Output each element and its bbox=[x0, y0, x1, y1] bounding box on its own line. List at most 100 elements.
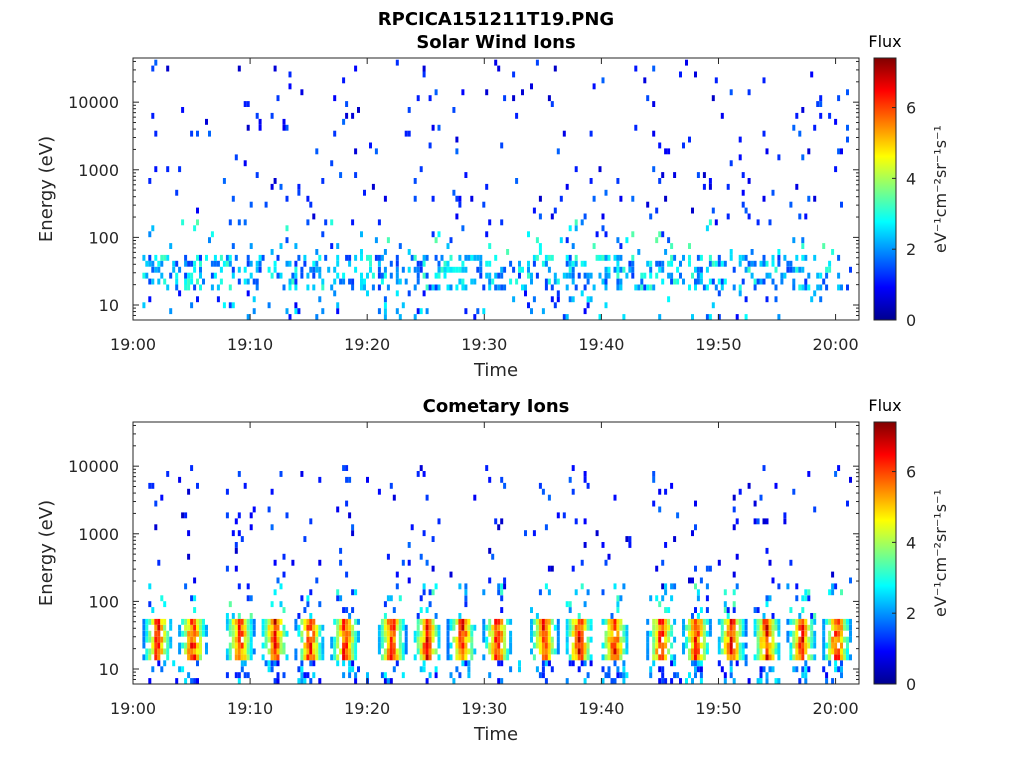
heatmap-cell bbox=[142, 636, 146, 643]
heatmap-cell bbox=[691, 654, 694, 661]
heatmap-cell bbox=[682, 648, 685, 655]
heatmap-cell bbox=[688, 254, 691, 261]
heatmap-cell bbox=[193, 636, 197, 643]
heatmap-cell bbox=[705, 225, 709, 232]
heatmap-cell bbox=[315, 654, 319, 661]
heatmap-cell bbox=[237, 672, 241, 679]
heatmap-cell bbox=[437, 654, 441, 661]
heatmap-cell bbox=[210, 231, 214, 238]
heatmap-cell bbox=[145, 260, 149, 267]
heatmap-cell bbox=[380, 672, 384, 679]
heatmap-cell bbox=[583, 624, 587, 631]
heatmap-cell bbox=[169, 636, 173, 643]
heatmap-cell bbox=[723, 630, 727, 637]
heatmap-cell bbox=[437, 266, 441, 273]
heatmap-cell bbox=[285, 225, 289, 232]
heatmap-cell bbox=[535, 272, 539, 279]
heatmap-cell bbox=[270, 601, 274, 608]
heatmap-cell bbox=[294, 272, 298, 279]
heatmap-cell bbox=[655, 630, 659, 637]
heatmap-cell bbox=[547, 624, 551, 631]
heatmap-cell bbox=[625, 642, 629, 649]
heatmap-cell bbox=[464, 595, 468, 602]
heatmap-cell bbox=[437, 630, 441, 637]
heatmap-cell bbox=[729, 648, 733, 655]
heatmap-cell bbox=[196, 630, 199, 637]
heatmap-cell bbox=[228, 630, 232, 637]
heatmap-cell bbox=[831, 642, 835, 649]
heatmap-cell bbox=[819, 112, 823, 119]
x-ticks: 19:00 19:10 19:20 19:30 19:40 19:50 20:00 bbox=[110, 58, 859, 354]
heatmap-cell bbox=[762, 624, 766, 631]
heatmap-cell bbox=[196, 618, 199, 625]
heatmap-cell bbox=[401, 559, 405, 566]
heatmap-cell bbox=[422, 624, 426, 631]
heatmap-cell bbox=[702, 654, 706, 661]
heatmap-cell bbox=[312, 648, 316, 655]
heatmap-cell bbox=[163, 618, 167, 625]
heatmap-cell bbox=[473, 648, 477, 655]
heatmap-cell bbox=[699, 272, 703, 279]
heatmap-cell bbox=[616, 178, 620, 184]
heatmap-cell bbox=[702, 183, 706, 190]
heatmap-cell bbox=[801, 636, 805, 643]
heatmap-cell bbox=[524, 284, 527, 291]
heatmap-cell bbox=[822, 243, 826, 249]
heatmap-cell bbox=[607, 636, 611, 643]
heatmap-cell bbox=[661, 595, 665, 602]
heatmap-cell bbox=[670, 278, 674, 285]
heatmap-cell bbox=[184, 642, 188, 649]
heatmap-cell bbox=[494, 518, 498, 525]
heatmap-cell bbox=[252, 648, 256, 655]
x-tick-label: 20:00 bbox=[813, 699, 859, 718]
heatmap-cell bbox=[169, 243, 173, 249]
heatmap-cell bbox=[574, 630, 578, 637]
heatmap-cell bbox=[762, 195, 766, 202]
heatmap-cell bbox=[383, 195, 387, 202]
heatmap-cell bbox=[574, 648, 578, 655]
heatmap-cell bbox=[336, 308, 340, 315]
heatmap-cell bbox=[804, 284, 808, 291]
heatmap-cell bbox=[416, 618, 420, 625]
heatmap-cell bbox=[610, 678, 614, 684]
heatmap-cell bbox=[205, 118, 208, 125]
heatmap-cell bbox=[786, 636, 790, 643]
heatmap-cell bbox=[342, 618, 346, 625]
heatmap-cell bbox=[434, 237, 438, 244]
colorbar-tick-label: 2 bbox=[906, 240, 916, 259]
heatmap-cell bbox=[509, 636, 513, 643]
heatmap-cell bbox=[237, 654, 241, 661]
heatmap-cell bbox=[449, 654, 453, 661]
heatmap-cell bbox=[392, 494, 396, 501]
heatmap-cell bbox=[416, 636, 420, 643]
heatmap-cell bbox=[601, 213, 605, 220]
heatmap-cell bbox=[696, 595, 700, 602]
heatmap-cell bbox=[589, 296, 593, 303]
heatmap-cell bbox=[309, 201, 313, 208]
x-tick-label: 19:40 bbox=[578, 335, 624, 354]
heatmap-cell bbox=[741, 654, 745, 661]
heatmap-cell bbox=[765, 601, 769, 608]
heatmap-cell bbox=[193, 648, 197, 655]
heatmap-cell bbox=[691, 624, 694, 631]
heatmap-cell bbox=[807, 284, 811, 291]
heatmap-cell bbox=[276, 672, 280, 679]
heatmap-cell bbox=[273, 630, 277, 637]
heatmap-cell bbox=[535, 618, 539, 625]
heatmap-cell bbox=[649, 272, 653, 279]
heatmap-cell bbox=[708, 219, 712, 226]
heatmap-cell bbox=[577, 613, 581, 619]
heatmap-cell bbox=[413, 284, 417, 291]
heatmap-cell bbox=[249, 648, 253, 655]
heatmap-cell bbox=[846, 284, 849, 291]
heatmap-cell bbox=[434, 624, 438, 631]
heatmap-cell bbox=[541, 648, 545, 655]
heatmap-cell bbox=[354, 618, 358, 625]
heatmap-cell bbox=[756, 624, 760, 631]
heatmap-cell bbox=[619, 648, 623, 655]
heatmap-cell bbox=[348, 642, 352, 649]
heatmap-cell bbox=[461, 260, 465, 267]
heatmap-cell bbox=[413, 654, 417, 661]
heatmap-cell bbox=[401, 648, 405, 655]
heatmap-cell bbox=[568, 272, 572, 279]
